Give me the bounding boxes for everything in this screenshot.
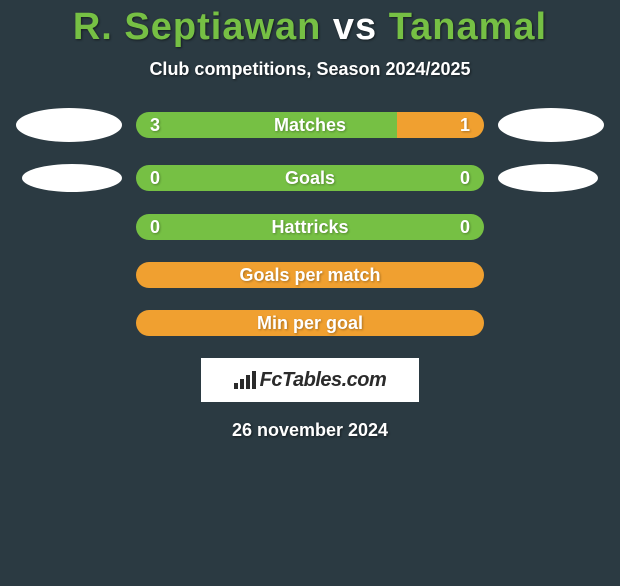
stat-row: Min per goal [0, 310, 620, 336]
stat-bar: 00Goals [136, 165, 484, 191]
bar-orange [136, 310, 484, 336]
stat-row: Goals per match [0, 262, 620, 288]
right-value: 0 [460, 217, 470, 238]
subtitle: Club competitions, Season 2024/2025 [0, 59, 620, 80]
player1-name: R. Septiawan [73, 6, 322, 48]
left-value: 3 [150, 115, 160, 136]
player2-photo-placeholder [498, 108, 604, 142]
bar-left: 00 [136, 214, 484, 240]
bar-chart-icon [234, 371, 256, 389]
player1-photo-placeholder [22, 164, 122, 192]
right-value: 0 [460, 168, 470, 189]
bar-left: 3 [136, 112, 397, 138]
stat-bar: 31Matches [136, 112, 484, 138]
bar-orange [136, 262, 484, 288]
player1-photo-placeholder [16, 108, 122, 142]
vs-text: vs [333, 6, 377, 48]
stat-row: 31Matches [0, 108, 620, 142]
stat-bar: Goals per match [136, 262, 484, 288]
stat-bar: 00Hattricks [136, 214, 484, 240]
player2-name: Tanamal [389, 6, 547, 48]
stat-row: 00Goals [0, 164, 620, 192]
logo-box[interactable]: FcTables.com [201, 358, 419, 402]
date-text: 26 november 2024 [0, 420, 620, 441]
player2-photo-placeholder [498, 164, 598, 192]
logo-label: FcTables.com [260, 369, 387, 392]
left-value: 0 [150, 168, 160, 189]
comparison-title: R. Septiawan vs Tanamal [0, 6, 620, 49]
left-value: 0 [150, 217, 160, 238]
stat-row: 00Hattricks [0, 214, 620, 240]
stat-bar: Min per goal [136, 310, 484, 336]
right-value: 1 [460, 115, 470, 136]
bar-right: 1 [397, 112, 484, 138]
logo-text: FcTables.com [234, 369, 387, 392]
bar-left: 00 [136, 165, 484, 191]
stats-rows: 31Matches00Goals00HattricksGoals per mat… [0, 108, 620, 336]
